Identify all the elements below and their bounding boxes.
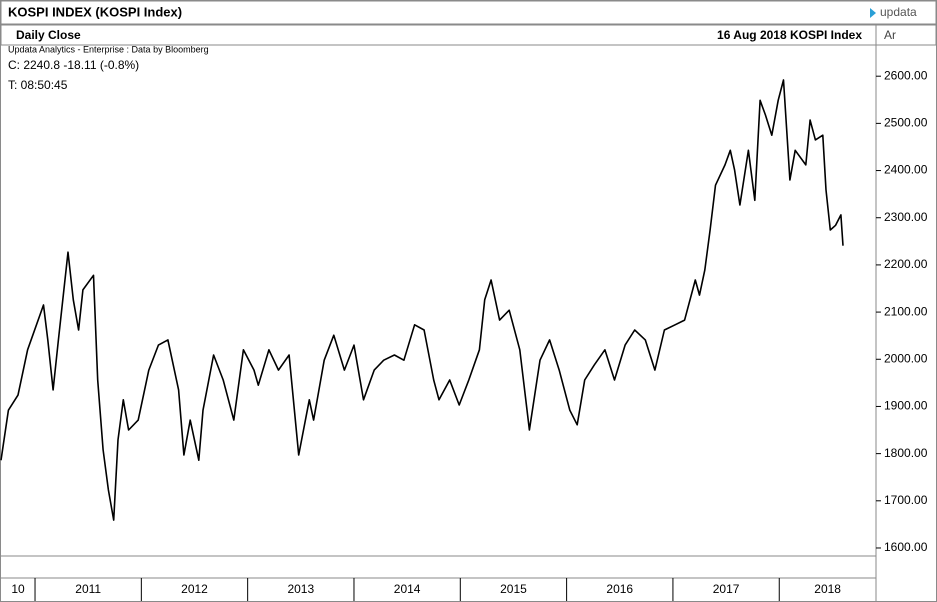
study-name: Daily Close xyxy=(16,28,81,42)
x-tick-label: 2017 xyxy=(713,582,740,596)
y-tick-label: 2500.00 xyxy=(884,116,928,130)
time-info: T: 08:50:45 xyxy=(8,78,68,92)
close-info: C: 2240.8 -18.11 (-0.8%) xyxy=(8,58,139,72)
x-tick-label: 2016 xyxy=(606,582,633,596)
x-tick-label: 2014 xyxy=(394,582,421,596)
x-tick-label: 2011 xyxy=(75,582,101,596)
y-tick-label: 2300.00 xyxy=(884,210,928,224)
logo: updata xyxy=(880,5,917,19)
axis-mode-box xyxy=(875,24,937,46)
y-tick-label: 1700.00 xyxy=(884,493,928,507)
x-tick-label: 2018 xyxy=(814,582,841,596)
x-tick-label: 2013 xyxy=(287,582,314,596)
title-bar xyxy=(0,0,937,25)
x-tick-label: 2015 xyxy=(500,582,527,596)
window-title: KOSPI INDEX (KOSPI Index) xyxy=(8,4,182,19)
y-tick-label: 1900.00 xyxy=(884,399,928,413)
plot: 1600.00 1700.00 1800.00 1900.00 2000.00 2100.… xyxy=(0,68,928,601)
y-tick-label: 2400.00 xyxy=(884,163,928,177)
x-tick-label: 2012 xyxy=(181,582,208,596)
y-tick-label: 2600.00 xyxy=(884,68,928,82)
logo-icon xyxy=(870,8,876,18)
y-tick-label: 1600.00 xyxy=(884,540,928,554)
x-tick-label: 10 xyxy=(11,582,25,596)
date-instrument: 16 Aug 2018 KOSPI Index xyxy=(717,28,862,42)
y-tick-label: 2000.00 xyxy=(884,351,928,365)
price-line xyxy=(0,79,844,521)
y-tick-label: 2100.00 xyxy=(884,304,928,318)
source-note: Updata Analytics - Enterprise : Data by … xyxy=(8,44,209,54)
y-tick-label: 1800.00 xyxy=(884,446,928,460)
axis-mode: Ar xyxy=(884,28,896,42)
y-tick-label: 2200.00 xyxy=(884,257,928,271)
